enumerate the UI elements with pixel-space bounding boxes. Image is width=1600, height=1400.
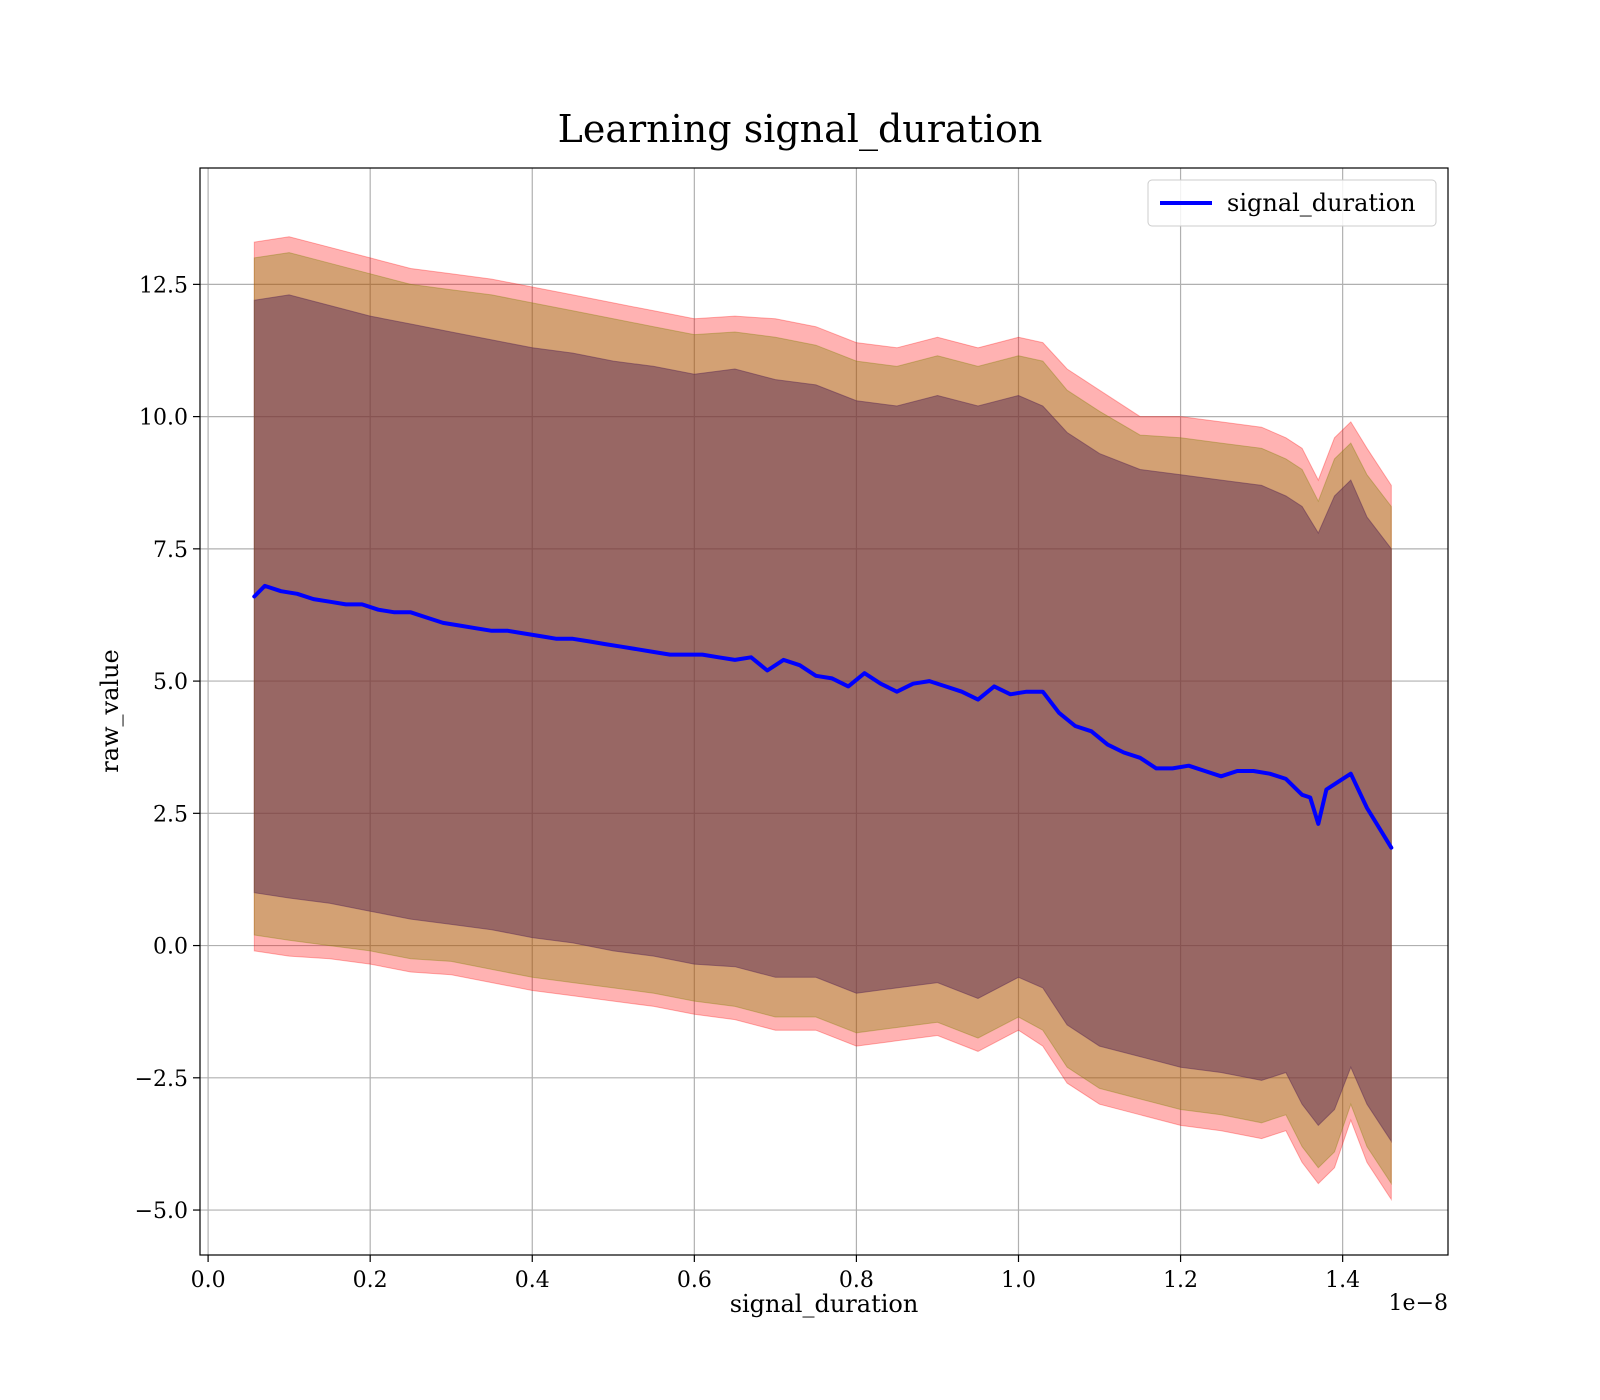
y-axis-label: raw_value [96,649,124,773]
band-2 [253,252,1392,1186]
plot-frame [199,167,1449,1256]
x-tick-label: 0.8 [839,1268,874,1293]
y-tick-label: 7.5 [153,538,188,563]
x-tick-label: 0.0 [191,1268,226,1293]
confidence-bands [253,236,1392,1202]
x-tick-label: 1.2 [1163,1268,1198,1293]
y-tick-label: 5.0 [153,670,188,695]
x-tick-label: 0.2 [353,1268,388,1293]
x-tick-label: 1.0 [1001,1268,1036,1293]
y-tick-label: 2.5 [153,802,188,827]
y-tick-label: 12.5 [139,273,188,298]
y-tick-label: −2.5 [135,1067,188,1092]
chart-title: Learning signal_duration [558,107,1043,152]
y-tick-label: 10.0 [139,406,188,431]
y-tick-label: −5.0 [135,1199,188,1224]
series-lines [252,583,1394,850]
x-tick-label: 0.4 [515,1268,550,1293]
legend: signal_duration [1147,179,1437,227]
series-line-signal-duration [252,583,1394,850]
x-axis-ticks: 0.0 0.2 0.4 0.6 0.8 1.0 1.2 1.4 [191,1255,1360,1293]
band-1 [253,294,1392,1143]
legend-label-signal-duration: signal_duration [1227,189,1416,217]
x-tick-label: 1.4 [1325,1268,1360,1293]
x-tick-label: 0.6 [677,1268,712,1293]
y-axis-ticks: −5.0 −2.5 0.0 2.5 5.0 7.5 10.0 12.5 [135,273,200,1224]
x-axis-offset-label: 1e−8 [1389,1291,1448,1316]
legend-box [1147,179,1437,227]
y-tick-label: 0.0 [153,935,188,960]
x-axis-label: signal_duration [730,1290,919,1318]
